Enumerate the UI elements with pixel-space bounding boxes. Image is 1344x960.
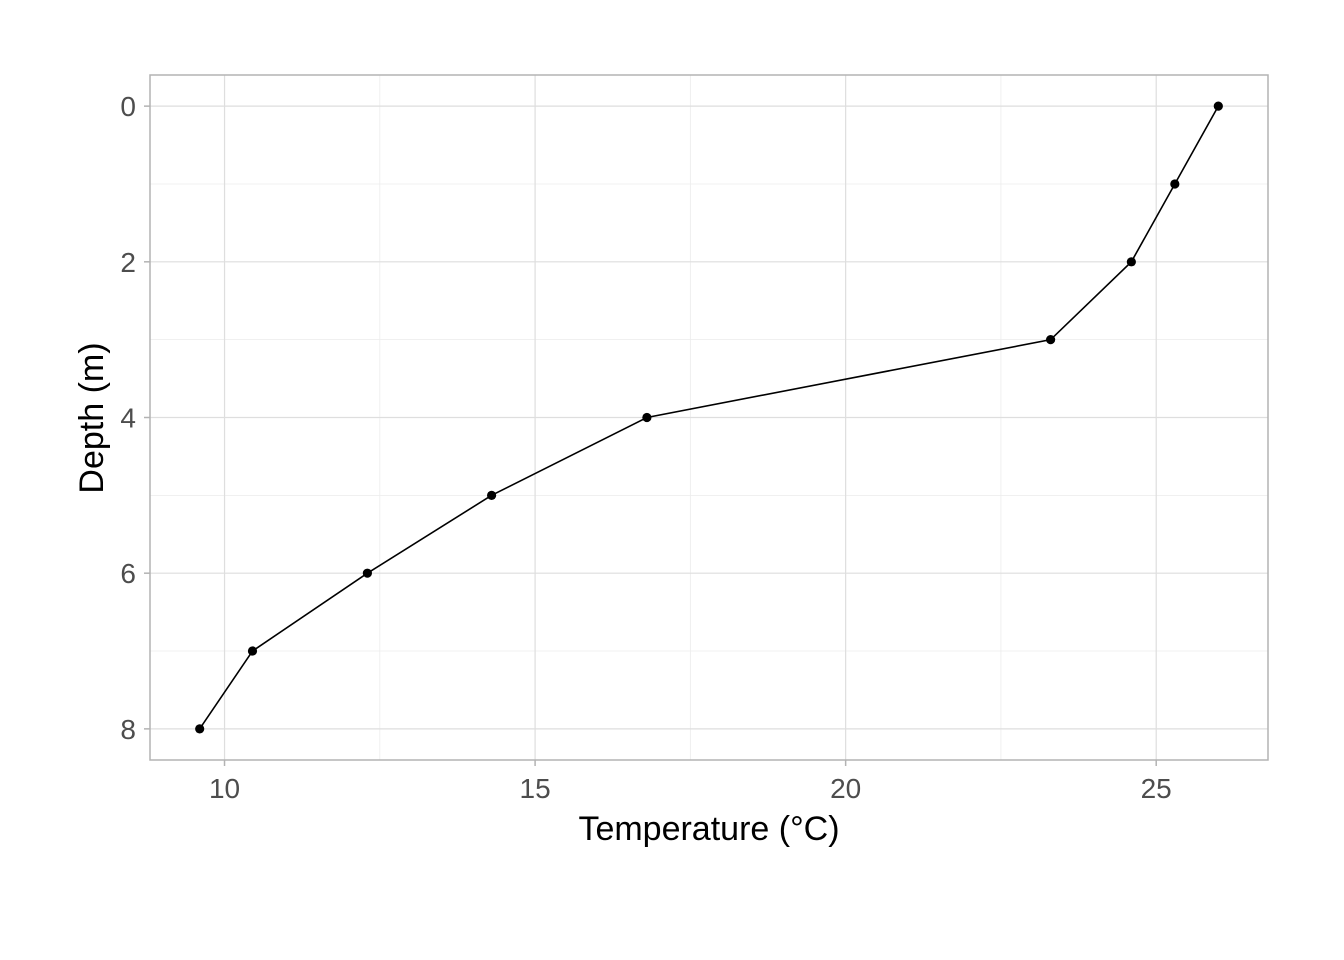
y-tick-label: 6 bbox=[120, 558, 136, 589]
data-point bbox=[487, 490, 497, 500]
data-point bbox=[1213, 101, 1223, 111]
grid bbox=[150, 75, 1268, 760]
x-tick-label: 15 bbox=[520, 773, 551, 804]
axis-ticks bbox=[144, 105, 1157, 766]
y-tick-label: 2 bbox=[120, 247, 136, 278]
x-tick-labels: 10 15 20 25 bbox=[209, 773, 1172, 804]
y-tick-label: 4 bbox=[120, 403, 136, 434]
data-point bbox=[1170, 179, 1180, 189]
data-point bbox=[195, 724, 205, 734]
x-axis-title: Temperature (°C) bbox=[578, 810, 839, 848]
data-point bbox=[1046, 335, 1056, 345]
data-points bbox=[195, 101, 1223, 734]
data-point bbox=[1126, 257, 1136, 267]
data-point bbox=[642, 412, 652, 423]
y-axis-title: Depth (m) bbox=[73, 342, 111, 493]
x-tick-label: 25 bbox=[1141, 773, 1172, 804]
x-tick-label: 10 bbox=[209, 773, 240, 804]
y-tick-label: 8 bbox=[120, 714, 136, 745]
x-tick-label: 20 bbox=[830, 773, 861, 804]
data-point bbox=[247, 646, 258, 656]
data-point bbox=[362, 568, 372, 578]
y-tick-labels: 0 2 4 6 8 bbox=[120, 91, 136, 745]
y-tick-label: 0 bbox=[120, 91, 136, 122]
